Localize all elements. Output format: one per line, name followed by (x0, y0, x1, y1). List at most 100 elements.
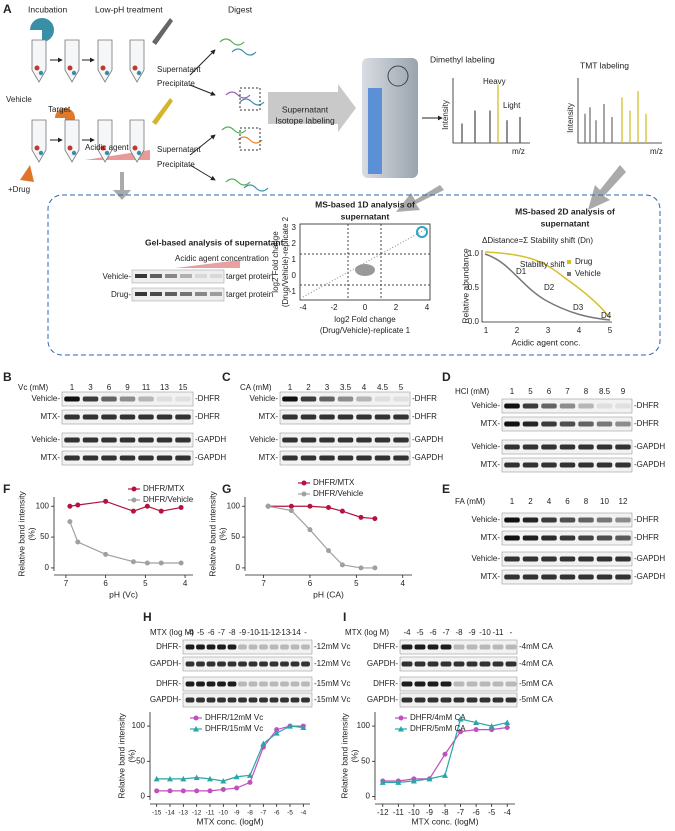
label: -GAPDH (195, 435, 226, 444)
y-tick-label: 0 (141, 792, 146, 801)
big-arrow (588, 165, 626, 210)
blot-band (596, 421, 613, 427)
label: Vehicle (575, 269, 601, 278)
data-point (473, 727, 479, 733)
instrument-panel (368, 88, 382, 174)
x-tick-label: -5 (287, 810, 293, 817)
label: -GAPDH (412, 435, 443, 444)
data-point (307, 527, 313, 533)
blot-band (453, 697, 465, 703)
blot-band (238, 681, 247, 687)
label: CA (mM) (240, 383, 272, 392)
lane-label: 15 (179, 383, 188, 392)
x-tick-label: -8 (247, 810, 253, 817)
blot-band (259, 681, 268, 687)
data-point (75, 539, 81, 545)
gel-band (210, 292, 222, 296)
blot-band (238, 644, 247, 650)
blot-band (401, 697, 413, 703)
label: Vehicle- (103, 272, 132, 281)
data-point (247, 772, 253, 778)
data-point (288, 508, 294, 514)
label: target protein (226, 272, 273, 281)
data-point (193, 774, 200, 780)
label: Precipitate (157, 79, 195, 88)
data-point (130, 559, 136, 565)
label: -DHFR (412, 394, 437, 403)
blot-band (559, 535, 576, 541)
lane-label: -5 (197, 628, 205, 637)
panel-label: E (442, 482, 450, 496)
label: Supernatant (157, 65, 201, 74)
tick-label: 5 (608, 326, 613, 335)
y-tick-label: 100 (227, 501, 241, 510)
lane-label: -12 (268, 628, 280, 637)
data-point (144, 560, 150, 566)
label: MTX- (480, 533, 500, 542)
label: -4mM CA (519, 659, 553, 668)
blot-band (217, 681, 226, 687)
x-tick-label: 7 (261, 579, 266, 588)
blot-strip (279, 391, 411, 407)
blot-band (440, 681, 452, 687)
label: -GAPDH (195, 453, 226, 462)
vehicle-curve (484, 253, 611, 321)
blot-band (337, 455, 354, 461)
tick-label: 2 (394, 303, 399, 312)
data-point (504, 724, 510, 730)
blot-band (401, 661, 413, 667)
y-axis-label: (%) (349, 749, 359, 762)
lane-label: -6 (207, 628, 215, 637)
blot-band (559, 421, 576, 427)
label: Vehicle- (472, 442, 501, 451)
panel-label: A (3, 2, 12, 16)
blot-band (101, 437, 117, 443)
y-tick-label: 100 (132, 721, 146, 730)
pellet (38, 150, 44, 156)
data-point (379, 779, 386, 785)
data-point (158, 560, 164, 566)
label: m/z (650, 147, 663, 156)
blot-band (427, 697, 439, 703)
lane-label: -6 (429, 628, 437, 637)
blot-band (319, 414, 335, 420)
lane-label: -10 (247, 628, 259, 637)
lane-label: -7 (442, 628, 450, 637)
blot-band (427, 661, 439, 667)
lane-label: -5 (416, 628, 424, 637)
label: D3 (573, 303, 584, 312)
blot-band (196, 697, 205, 703)
blot-band (319, 455, 335, 461)
y-tick-label: 50 (231, 532, 240, 541)
blot-band (522, 462, 539, 468)
blot-band (505, 644, 517, 650)
blot-band (82, 414, 99, 420)
lane-label: 4 (547, 497, 552, 506)
data-point (274, 727, 280, 733)
blot-band (522, 574, 539, 580)
gel-band (150, 292, 162, 296)
panel-label: C (222, 370, 231, 384)
blot-band (280, 697, 289, 703)
label: -DHFR (634, 515, 659, 524)
tick-label: 0.0 (468, 317, 480, 326)
blot-band (440, 697, 452, 703)
lane-label: 8 (584, 497, 589, 506)
blot-band (319, 396, 335, 402)
blot-band (64, 437, 80, 443)
blot-band (238, 697, 247, 703)
blot-band (217, 661, 226, 667)
data-point (67, 503, 73, 509)
blot-band (238, 661, 247, 667)
lane-label: 8 (584, 387, 589, 396)
y-tick-label: 0 (236, 563, 241, 572)
tube (129, 39, 145, 83)
label: Heavy (483, 77, 506, 86)
instrument-detail (387, 65, 409, 87)
peptide (237, 136, 263, 144)
blot-band (504, 421, 520, 427)
lane-label: 3 (325, 383, 330, 392)
lane-label: -11 (493, 628, 505, 637)
